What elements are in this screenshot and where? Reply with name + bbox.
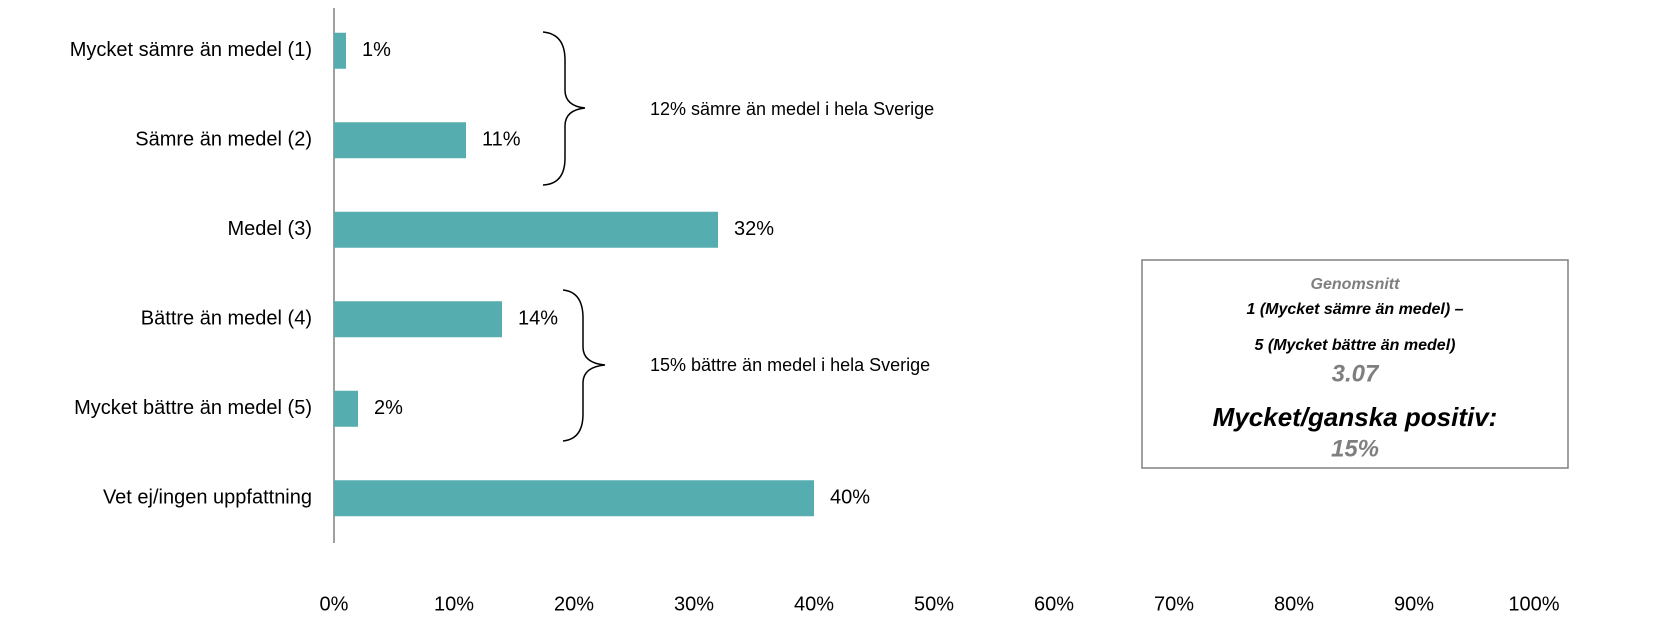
y-tick-label: Medel (3) [228, 218, 312, 240]
summary-positive-label: Mycket/ganska positiv: [1213, 402, 1498, 432]
bar [334, 211, 718, 248]
data-label: 40% [830, 487, 870, 509]
data-label: 2% [374, 397, 403, 419]
data-label: 32% [734, 218, 774, 240]
brace [562, 289, 606, 442]
y-tick-label: Vet ej/ingen uppfattning [103, 487, 312, 509]
summary-positive-value: 15% [1331, 435, 1379, 462]
x-tick-label: 10% [434, 593, 474, 615]
x-tick-label: 80% [1274, 593, 1314, 615]
x-tick-label: 100% [1508, 593, 1559, 615]
y-tick-label: Bättre än medel (4) [141, 308, 312, 330]
brace [542, 31, 586, 186]
data-label: 11% [482, 129, 521, 151]
bar [334, 480, 814, 517]
x-tick-label: 50% [914, 593, 954, 615]
x-tick-label: 60% [1034, 593, 1074, 615]
data-label: 1% [362, 39, 391, 61]
bar [334, 32, 346, 69]
y-tick-label: Mycket bättre än medel (5) [74, 397, 312, 419]
data-label: 14% [518, 308, 558, 330]
bar [334, 301, 502, 338]
summary-line: 5 (Mycket bättre än medel) [1255, 337, 1456, 354]
summary-mean: 3.07 [1332, 360, 1380, 387]
x-tick-label: 40% [794, 593, 834, 615]
bar [334, 390, 358, 427]
x-tick-label: 30% [674, 593, 714, 615]
y-tick-label: Mycket sämre än medel (1) [70, 39, 312, 61]
x-tick-label: 70% [1154, 593, 1194, 615]
bar [334, 122, 466, 159]
x-tick-label: 20% [554, 593, 594, 615]
annotation: 12% sämre än medel i hela Sverige [650, 99, 934, 119]
annotation: 15% bättre än medel i hela Sverige [650, 355, 930, 375]
summary-box [1141, 259, 1569, 469]
summary-line: 1 (Mycket sämre än medel) – [1247, 301, 1464, 318]
summary-heading: Genomsnitt [1311, 276, 1401, 293]
x-tick-label: 0% [320, 593, 349, 615]
y-tick-label: Sämre än medel (2) [135, 129, 312, 151]
x-tick-label: 90% [1394, 593, 1434, 615]
